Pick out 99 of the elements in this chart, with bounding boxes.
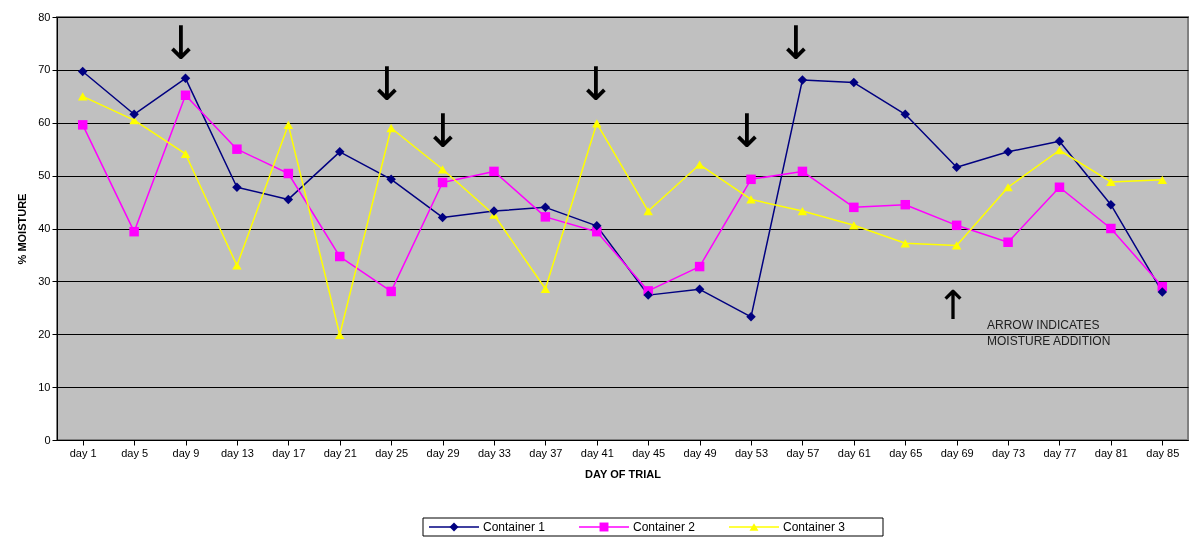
x-tick-label: day 41 — [580, 446, 614, 459]
point — [1003, 183, 1013, 192]
point — [1106, 199, 1116, 210]
point — [232, 144, 242, 154]
point — [386, 123, 396, 133]
point — [180, 149, 191, 159]
y-tick-label: 30 — [38, 274, 51, 287]
x-tick-label: day 81 — [1094, 446, 1128, 459]
point — [1157, 175, 1168, 184]
point — [797, 75, 808, 85]
annotation: ↓ — [776, 16, 816, 70]
point — [1054, 136, 1065, 146]
point — [1003, 237, 1013, 247]
y-axis-title: % MOISTURE — [16, 193, 29, 265]
y-tick-label: 80 — [38, 10, 51, 23]
annotation: ↓ — [576, 57, 616, 111]
y-tick-label: 70 — [38, 63, 51, 76]
point — [900, 199, 910, 210]
point — [1054, 182, 1065, 192]
x-tick-label: day 73 — [992, 446, 1026, 459]
x-tick-label: day 77 — [1043, 446, 1077, 459]
point — [77, 92, 88, 101]
point — [951, 162, 962, 172]
x-tick-label: day 69 — [940, 446, 974, 459]
point — [540, 284, 551, 293]
point — [951, 241, 962, 250]
point — [335, 330, 345, 339]
point — [540, 202, 551, 213]
point — [232, 182, 242, 192]
point — [643, 290, 653, 300]
annotation: ↑ — [936, 282, 970, 328]
point — [129, 226, 139, 237]
x-tick-label: day 9 — [172, 446, 200, 459]
point — [900, 109, 910, 120]
point — [694, 284, 705, 295]
point — [746, 174, 756, 185]
point — [1106, 223, 1116, 234]
point — [180, 90, 191, 100]
x-tick-label: day 1 — [69, 446, 97, 459]
point — [797, 206, 808, 216]
x-tick-label: day 53 — [735, 446, 769, 459]
point — [951, 220, 962, 231]
y-tick-label: 20 — [38, 327, 51, 340]
point — [437, 165, 448, 174]
point — [1054, 146, 1065, 155]
legend-label: Container 2 — [633, 520, 696, 534]
x-tick-label: day 17 — [272, 446, 306, 459]
x-tick-label: day 25 — [375, 446, 409, 459]
annotation: ↓ — [367, 57, 407, 111]
point — [1106, 177, 1116, 187]
point — [437, 212, 448, 223]
annotation: ARROW INDICATES MOISTURE ADDITION — [987, 318, 1111, 348]
point — [694, 160, 705, 169]
point — [335, 147, 345, 157]
point — [592, 119, 602, 128]
y-tick-label: 40 — [38, 222, 51, 234]
point — [643, 206, 653, 216]
point — [797, 166, 808, 177]
point — [77, 66, 88, 77]
x-tick-label: day 49 — [683, 446, 717, 459]
point — [849, 202, 859, 213]
y-tick-label: 60 — [38, 116, 51, 129]
point — [283, 120, 294, 129]
point — [437, 177, 448, 188]
x-tick-label: day 61 — [837, 446, 871, 459]
x-tick-label: day 57 — [786, 446, 820, 459]
point — [232, 261, 242, 270]
y-tick-label: 0 — [44, 433, 51, 446]
x-tick-label: day 13 — [220, 446, 254, 459]
x-axis-title: DAY OF TRIAL — [585, 467, 662, 480]
y-tick-label: 50 — [38, 169, 51, 182]
x-tick-label: day 65 — [889, 446, 923, 459]
point — [900, 239, 910, 248]
point — [77, 120, 88, 130]
point — [489, 166, 499, 177]
point — [1157, 287, 1168, 297]
x-tick-label: day 37 — [529, 446, 563, 459]
y-tick-label: 10 — [38, 380, 51, 393]
x-tick-label: day 5 — [121, 446, 149, 459]
point — [283, 194, 294, 205]
point — [283, 168, 294, 179]
x-tick-label: day 45 — [632, 446, 666, 459]
point — [129, 109, 139, 120]
point — [335, 251, 345, 262]
point — [694, 261, 705, 272]
point — [540, 212, 551, 222]
point — [180, 73, 191, 84]
point — [849, 77, 859, 88]
point — [746, 195, 756, 204]
point — [386, 286, 396, 297]
x-tick-label: day 29 — [426, 446, 460, 459]
x-tick-label: day 85 — [1146, 446, 1180, 459]
legend-label: Container 1 — [483, 520, 546, 534]
x-tick-label: day 33 — [477, 446, 511, 459]
legend-label: Container 3 — [783, 520, 846, 534]
x-tick-label: day 21 — [323, 446, 357, 459]
annotation: ↓ — [161, 16, 201, 70]
point — [386, 174, 396, 185]
point — [592, 221, 602, 231]
